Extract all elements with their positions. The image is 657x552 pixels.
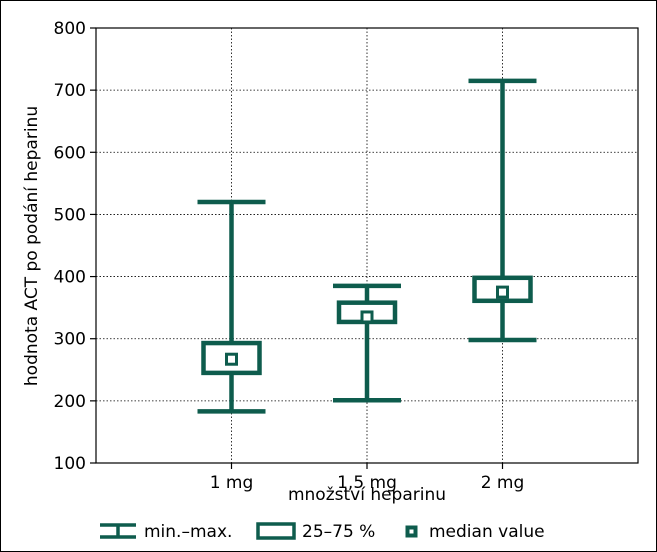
y-tick-label: 300 [54, 330, 86, 350]
iqr-box [201, 340, 262, 376]
x-tick-label: 1 mg [210, 473, 254, 493]
y-tick-label: 100 [54, 454, 86, 474]
x-tick-label: 2 mg [481, 473, 525, 493]
median-marker [496, 285, 509, 299]
y-axis-title: hodnota ACT po podání heparinu [22, 106, 42, 386]
y-tick-label: 700 [54, 81, 86, 101]
y-tick-label: 600 [54, 143, 86, 163]
legend-label-box: 25–75 % [302, 522, 375, 542]
legend-box-symbol [256, 522, 296, 540]
box-group [197, 199, 266, 414]
box-group [333, 283, 401, 403]
legend-label-whisker: min.–max. [144, 522, 232, 542]
x-axis-title: množství heparinu [288, 485, 446, 505]
y-tick-label: 200 [54, 392, 86, 412]
axis-ticks: 100 200 300 400 500 600 700 800 1 mg 1,5 mg 2 mg [54, 19, 525, 493]
box-group [468, 78, 537, 343]
legend-median-symbol-inner [409, 529, 414, 534]
legend-label-median: median value [429, 522, 545, 542]
y-tick-label: 800 [54, 19, 86, 39]
y-tick-label: 400 [54, 268, 86, 288]
median-marker [360, 310, 374, 324]
median-marker [225, 352, 238, 366]
y-tick-label: 500 [54, 205, 86, 225]
legend: min.–max. 25–75 % median value [100, 522, 545, 542]
x-tick-label: 1,5 mg [337, 473, 397, 493]
box-marks [197, 78, 537, 414]
